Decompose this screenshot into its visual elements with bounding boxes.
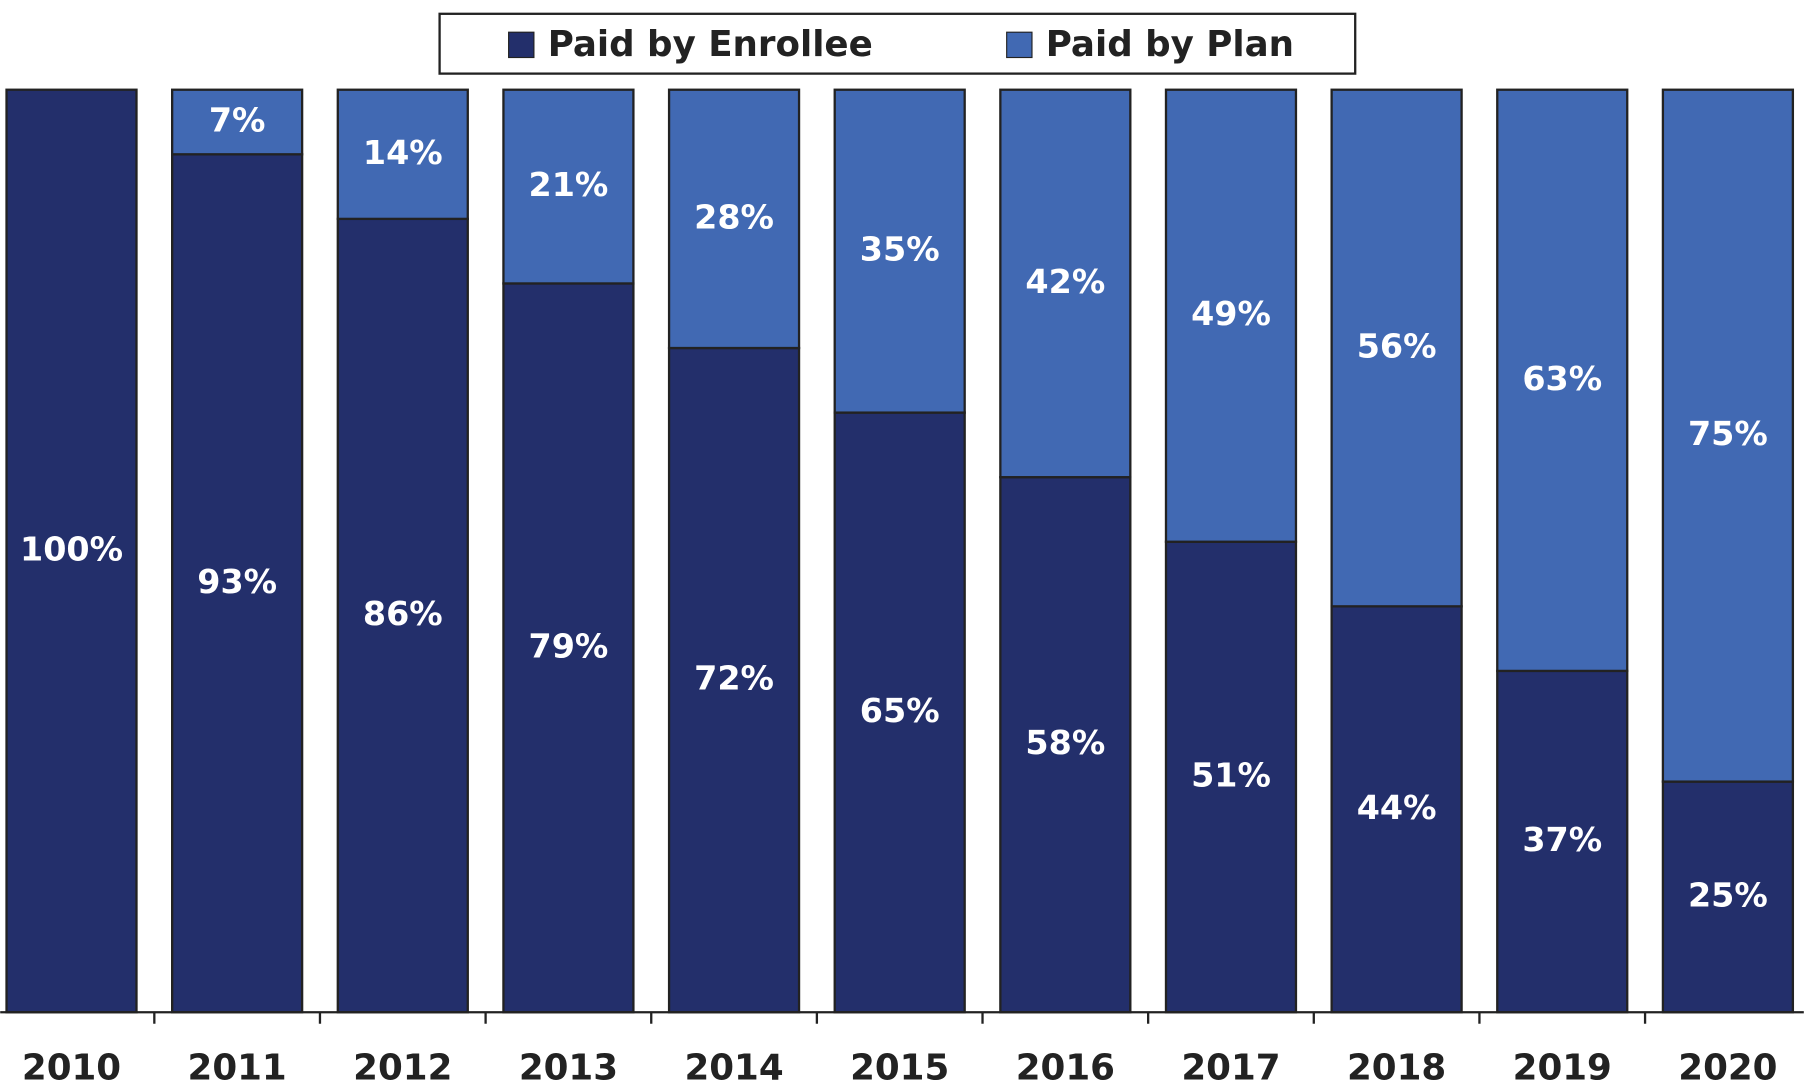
data-label: 56% bbox=[1357, 327, 1437, 366]
legend-box bbox=[438, 12, 1357, 75]
data-label: 79% bbox=[529, 626, 609, 665]
data-label: 58% bbox=[1025, 723, 1105, 762]
x-tick-label: 2018 bbox=[1347, 1048, 1446, 1087]
data-label: 72% bbox=[694, 659, 774, 698]
bar-segment bbox=[1496, 88, 1629, 673]
x-tick-label: 2017 bbox=[1181, 1048, 1280, 1087]
legend-label: Paid by Plan bbox=[1046, 24, 1294, 65]
bar-segment bbox=[1164, 540, 1298, 1014]
data-label: 51% bbox=[1191, 755, 1271, 794]
data-label: 25% bbox=[1688, 875, 1768, 914]
bar-segment bbox=[999, 88, 1132, 479]
data-label: 93% bbox=[197, 562, 277, 601]
bar-segment bbox=[502, 282, 635, 1014]
x-tick-label: 2015 bbox=[850, 1048, 949, 1087]
x-tick-label: 2020 bbox=[1678, 1048, 1777, 1087]
bar-segment bbox=[502, 88, 635, 285]
bar-segment bbox=[833, 411, 966, 1014]
x-tick-label: 2016 bbox=[1016, 1048, 1115, 1087]
bar-segment bbox=[5, 88, 138, 1014]
bar-segment bbox=[1164, 88, 1298, 543]
x-tick-label: 2011 bbox=[188, 1048, 287, 1087]
x-tick-label: 2019 bbox=[1513, 1048, 1612, 1087]
data-label: 75% bbox=[1688, 414, 1768, 453]
bar-segment bbox=[171, 88, 304, 156]
data-label: 37% bbox=[1522, 820, 1602, 859]
bar-segment bbox=[1330, 88, 1463, 608]
data-label: 100% bbox=[20, 529, 123, 568]
bar-segment bbox=[1661, 88, 1795, 783]
data-label: 65% bbox=[860, 691, 940, 730]
bar-segment bbox=[999, 476, 1132, 1014]
x-tick-label: 2010 bbox=[22, 1048, 121, 1087]
legend-swatch bbox=[1006, 31, 1033, 59]
data-label: 28% bbox=[694, 197, 774, 236]
legend-label: Paid by Enrollee bbox=[548, 24, 873, 65]
data-label: 44% bbox=[1357, 788, 1437, 827]
data-label: 86% bbox=[363, 594, 443, 633]
x-tick-label: 2014 bbox=[684, 1048, 783, 1087]
data-label: 42% bbox=[1025, 262, 1105, 301]
bar-segment bbox=[336, 88, 469, 221]
data-label: 49% bbox=[1191, 294, 1271, 333]
x-tick-label: 2012 bbox=[353, 1048, 452, 1087]
data-label: 14% bbox=[363, 133, 443, 172]
data-label: 63% bbox=[1522, 359, 1602, 398]
legend-swatch bbox=[508, 31, 535, 59]
bar-segment bbox=[667, 88, 801, 350]
bar-segment bbox=[667, 346, 801, 1014]
bar-segment bbox=[1330, 605, 1463, 1014]
x-tick-label: 2013 bbox=[519, 1048, 618, 1087]
data-label: 35% bbox=[860, 230, 940, 269]
bar-segment bbox=[1661, 780, 1795, 1014]
data-label: 21% bbox=[529, 165, 609, 204]
bar-segment bbox=[833, 88, 966, 414]
data-label: 7% bbox=[209, 101, 266, 140]
bar-segment bbox=[336, 217, 469, 1014]
bar-segment bbox=[1496, 669, 1629, 1014]
